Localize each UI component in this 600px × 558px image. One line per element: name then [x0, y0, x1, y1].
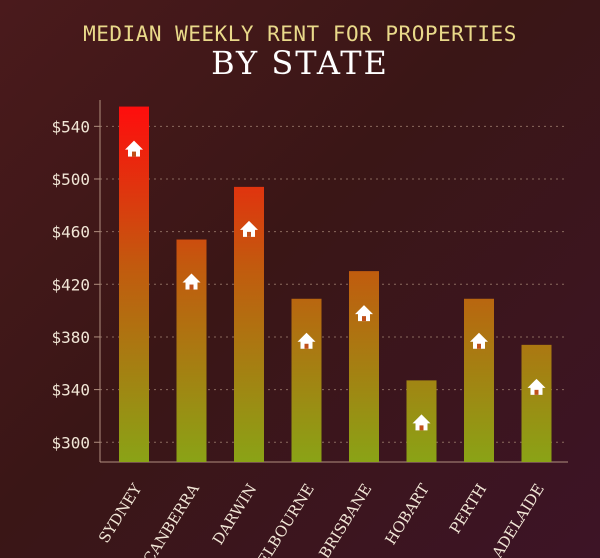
bar	[464, 298, 494, 462]
house-icon	[297, 332, 316, 349]
y-tick-label: $460	[51, 223, 90, 242]
house-icon	[125, 140, 143, 157]
house-icon	[240, 220, 258, 237]
y-tick-label: $300	[51, 433, 90, 452]
chart-subtitle: BY STATE	[211, 44, 389, 82]
bars	[119, 106, 552, 462]
axes	[94, 100, 568, 463]
y-tick-label: $420	[51, 275, 90, 294]
bar	[291, 298, 322, 462]
bar	[521, 344, 552, 462]
bar	[119, 106, 149, 462]
x-tick-label: BRISBANE	[315, 481, 375, 558]
y-tick-label: $540	[51, 117, 90, 136]
y-tick-label: $340	[51, 381, 90, 400]
x-tick-label: PERTH	[446, 481, 491, 537]
house-icon	[182, 273, 201, 290]
bar	[176, 239, 207, 462]
grid-lines	[100, 125, 568, 443]
x-tick-label: CANBERRA	[139, 480, 202, 558]
x-tick-label: DARWIN	[209, 481, 260, 548]
y-tick-label: $500	[51, 170, 90, 189]
x-tick-label: HOBART	[381, 481, 432, 548]
x-tick-label: ADELAIDE	[488, 481, 548, 558]
chart-title: MEDIAN WEEKLY RENT FOR PROPERTIES	[83, 22, 517, 46]
house-icon	[412, 414, 431, 431]
y-tick-label: $380	[51, 328, 90, 347]
house-icon	[527, 378, 546, 395]
house-icon	[355, 305, 373, 322]
house-icon	[470, 332, 488, 349]
x-tick-label: SYDNEY	[95, 480, 146, 547]
bar	[349, 271, 379, 462]
